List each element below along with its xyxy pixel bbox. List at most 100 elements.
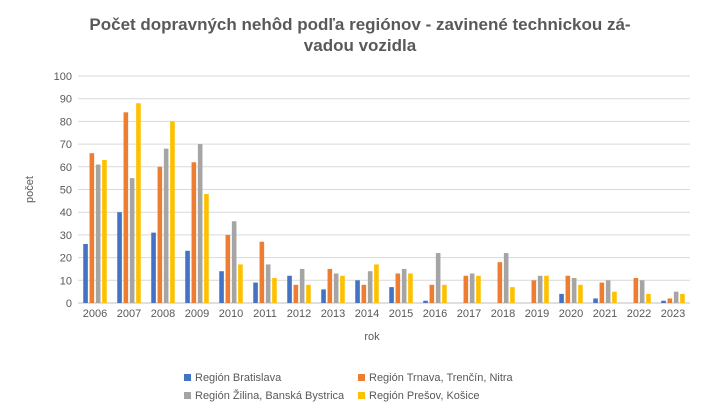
bar-2017-series-4: [476, 275, 481, 303]
bar-2016-series-2: [429, 284, 435, 303]
bar-2009-series-2: [191, 162, 197, 303]
chart-title-line-1: Počet dopravných nehôd podľa regiónov - …: [89, 15, 631, 34]
bar-2023-series-3: [673, 291, 679, 303]
gridlines: [78, 75, 690, 304]
chart-title: Počet dopravných nehôd podľa regiónov - …: [60, 14, 660, 56]
bar-2012-series-2: [293, 284, 299, 303]
x-tick-label: 2007: [117, 308, 141, 320]
bar-2023-series-1: [661, 300, 666, 303]
x-tick-label: 2008: [151, 308, 175, 320]
x-axis-label: rok: [364, 331, 380, 343]
bar-2019-series-3: [537, 275, 543, 303]
bar-2006-series-3: [95, 164, 101, 303]
bar-2018-series-3: [503, 253, 509, 303]
y-tick-label: 50: [60, 185, 72, 197]
y-tick-label: 40: [60, 207, 72, 219]
bar-2008-series-3: [163, 148, 169, 303]
y-tick-label: 60: [60, 162, 72, 174]
y-tick-label: 30: [60, 230, 72, 242]
bar-2022-series-4: [646, 293, 651, 303]
bar-2022-series-3: [639, 280, 645, 303]
bar-2014-series-1: [355, 280, 360, 303]
legend-label-3: Región Žilina, Banská Bystrica: [195, 389, 345, 402]
bar-2014-series-4: [374, 264, 379, 303]
x-tick-label: 2021: [593, 308, 617, 320]
bar-2014-series-3: [367, 271, 373, 303]
bar-2009-series-3: [197, 144, 203, 303]
legend-label-1: Región Bratislava: [195, 372, 282, 384]
y-tick-label: 80: [60, 116, 72, 128]
bar-2010-series-2: [225, 234, 231, 303]
bar-2012-series-1: [287, 275, 292, 303]
bar-2021-series-2: [599, 282, 605, 303]
legend-label-4: Región Prešov, Košice: [369, 390, 479, 402]
bar-2011-series-2: [259, 241, 265, 303]
y-axis-label: počet: [24, 176, 36, 203]
x-tick-label: 2018: [491, 308, 515, 320]
bar-2011-series-3: [265, 264, 271, 303]
bar-2006-series-4: [102, 159, 107, 303]
bar-2006-series-2: [89, 153, 95, 303]
bar-2015-series-4: [408, 273, 413, 303]
bar-2011-series-1: [253, 282, 258, 303]
legend: Región Bratislava Región Trnava, Trenčín,…: [184, 372, 514, 402]
x-tick-label: 2019: [525, 308, 549, 320]
y-tick-label: 70: [60, 139, 72, 151]
x-tick-label: 2006: [83, 308, 107, 320]
x-tick-label: 2013: [321, 308, 345, 320]
y-axis-ticks: 0 10 20 30 40 50 60 70 80 90 100: [54, 71, 72, 310]
bar-2009-series-1: [185, 250, 190, 303]
y-tick-label: 100: [54, 71, 72, 83]
chart-title-line-2: vadou vozidla: [303, 36, 417, 55]
bar-2008-series-2: [157, 166, 163, 303]
bar-2013-series-4: [340, 275, 345, 303]
x-tick-label: 2012: [287, 308, 311, 320]
legend-swatch-2: [358, 374, 365, 381]
bar-2013-series-1: [321, 289, 326, 303]
bar-2018-series-4: [510, 287, 515, 303]
x-tick-label: 2017: [457, 308, 481, 320]
bar-2020-series-3: [571, 278, 577, 303]
bars: [83, 103, 685, 304]
bar-2010-series-1: [219, 271, 224, 303]
bar-2021-series-3: [605, 280, 611, 303]
y-tick-label: 20: [60, 253, 72, 265]
bar-2008-series-1: [151, 232, 156, 303]
bar-2007-series-3: [129, 178, 135, 303]
bar-2011-series-4: [272, 278, 277, 303]
bar-2023-series-2: [667, 298, 673, 303]
x-tick-label: 2016: [423, 308, 447, 320]
bar-2007-series-1: [117, 212, 122, 303]
x-tick-label: 2010: [219, 308, 243, 320]
bar-2017-series-3: [469, 273, 475, 303]
bar-2023-series-4: [680, 293, 685, 303]
x-tick-label: 2023: [661, 308, 685, 320]
bar-2019-series-4: [544, 275, 549, 303]
bar-2007-series-4: [136, 103, 141, 304]
bar-2010-series-3: [231, 221, 237, 303]
bar-2013-series-2: [327, 268, 333, 303]
legend-swatch-3: [184, 392, 191, 399]
y-tick-label: 90: [60, 94, 72, 106]
legend-swatch-1: [184, 374, 191, 381]
bar-2016-series-4: [442, 284, 447, 303]
bar-2019-series-2: [531, 280, 537, 303]
bar-2020-series-4: [578, 284, 583, 303]
bar-2009-series-4: [204, 194, 209, 303]
legend-label-2: Región Trnava, Trenčín, Nitra: [369, 372, 514, 384]
bar-2014-series-2: [361, 284, 367, 303]
x-tick-label: 2020: [559, 308, 583, 320]
bar-2006-series-1: [83, 243, 88, 303]
bar-2021-series-4: [612, 291, 617, 303]
bar-2016-series-3: [435, 253, 441, 303]
bar-2022-series-2: [633, 278, 639, 303]
bar-2007-series-2: [123, 112, 129, 303]
x-tick-label: 2009: [185, 308, 209, 320]
y-tick-label: 0: [66, 298, 72, 310]
x-tick-label: 2015: [389, 308, 413, 320]
bar-2010-series-4: [238, 264, 243, 303]
bar-2015-series-3: [401, 268, 407, 303]
x-tick-label: 2022: [627, 308, 651, 320]
